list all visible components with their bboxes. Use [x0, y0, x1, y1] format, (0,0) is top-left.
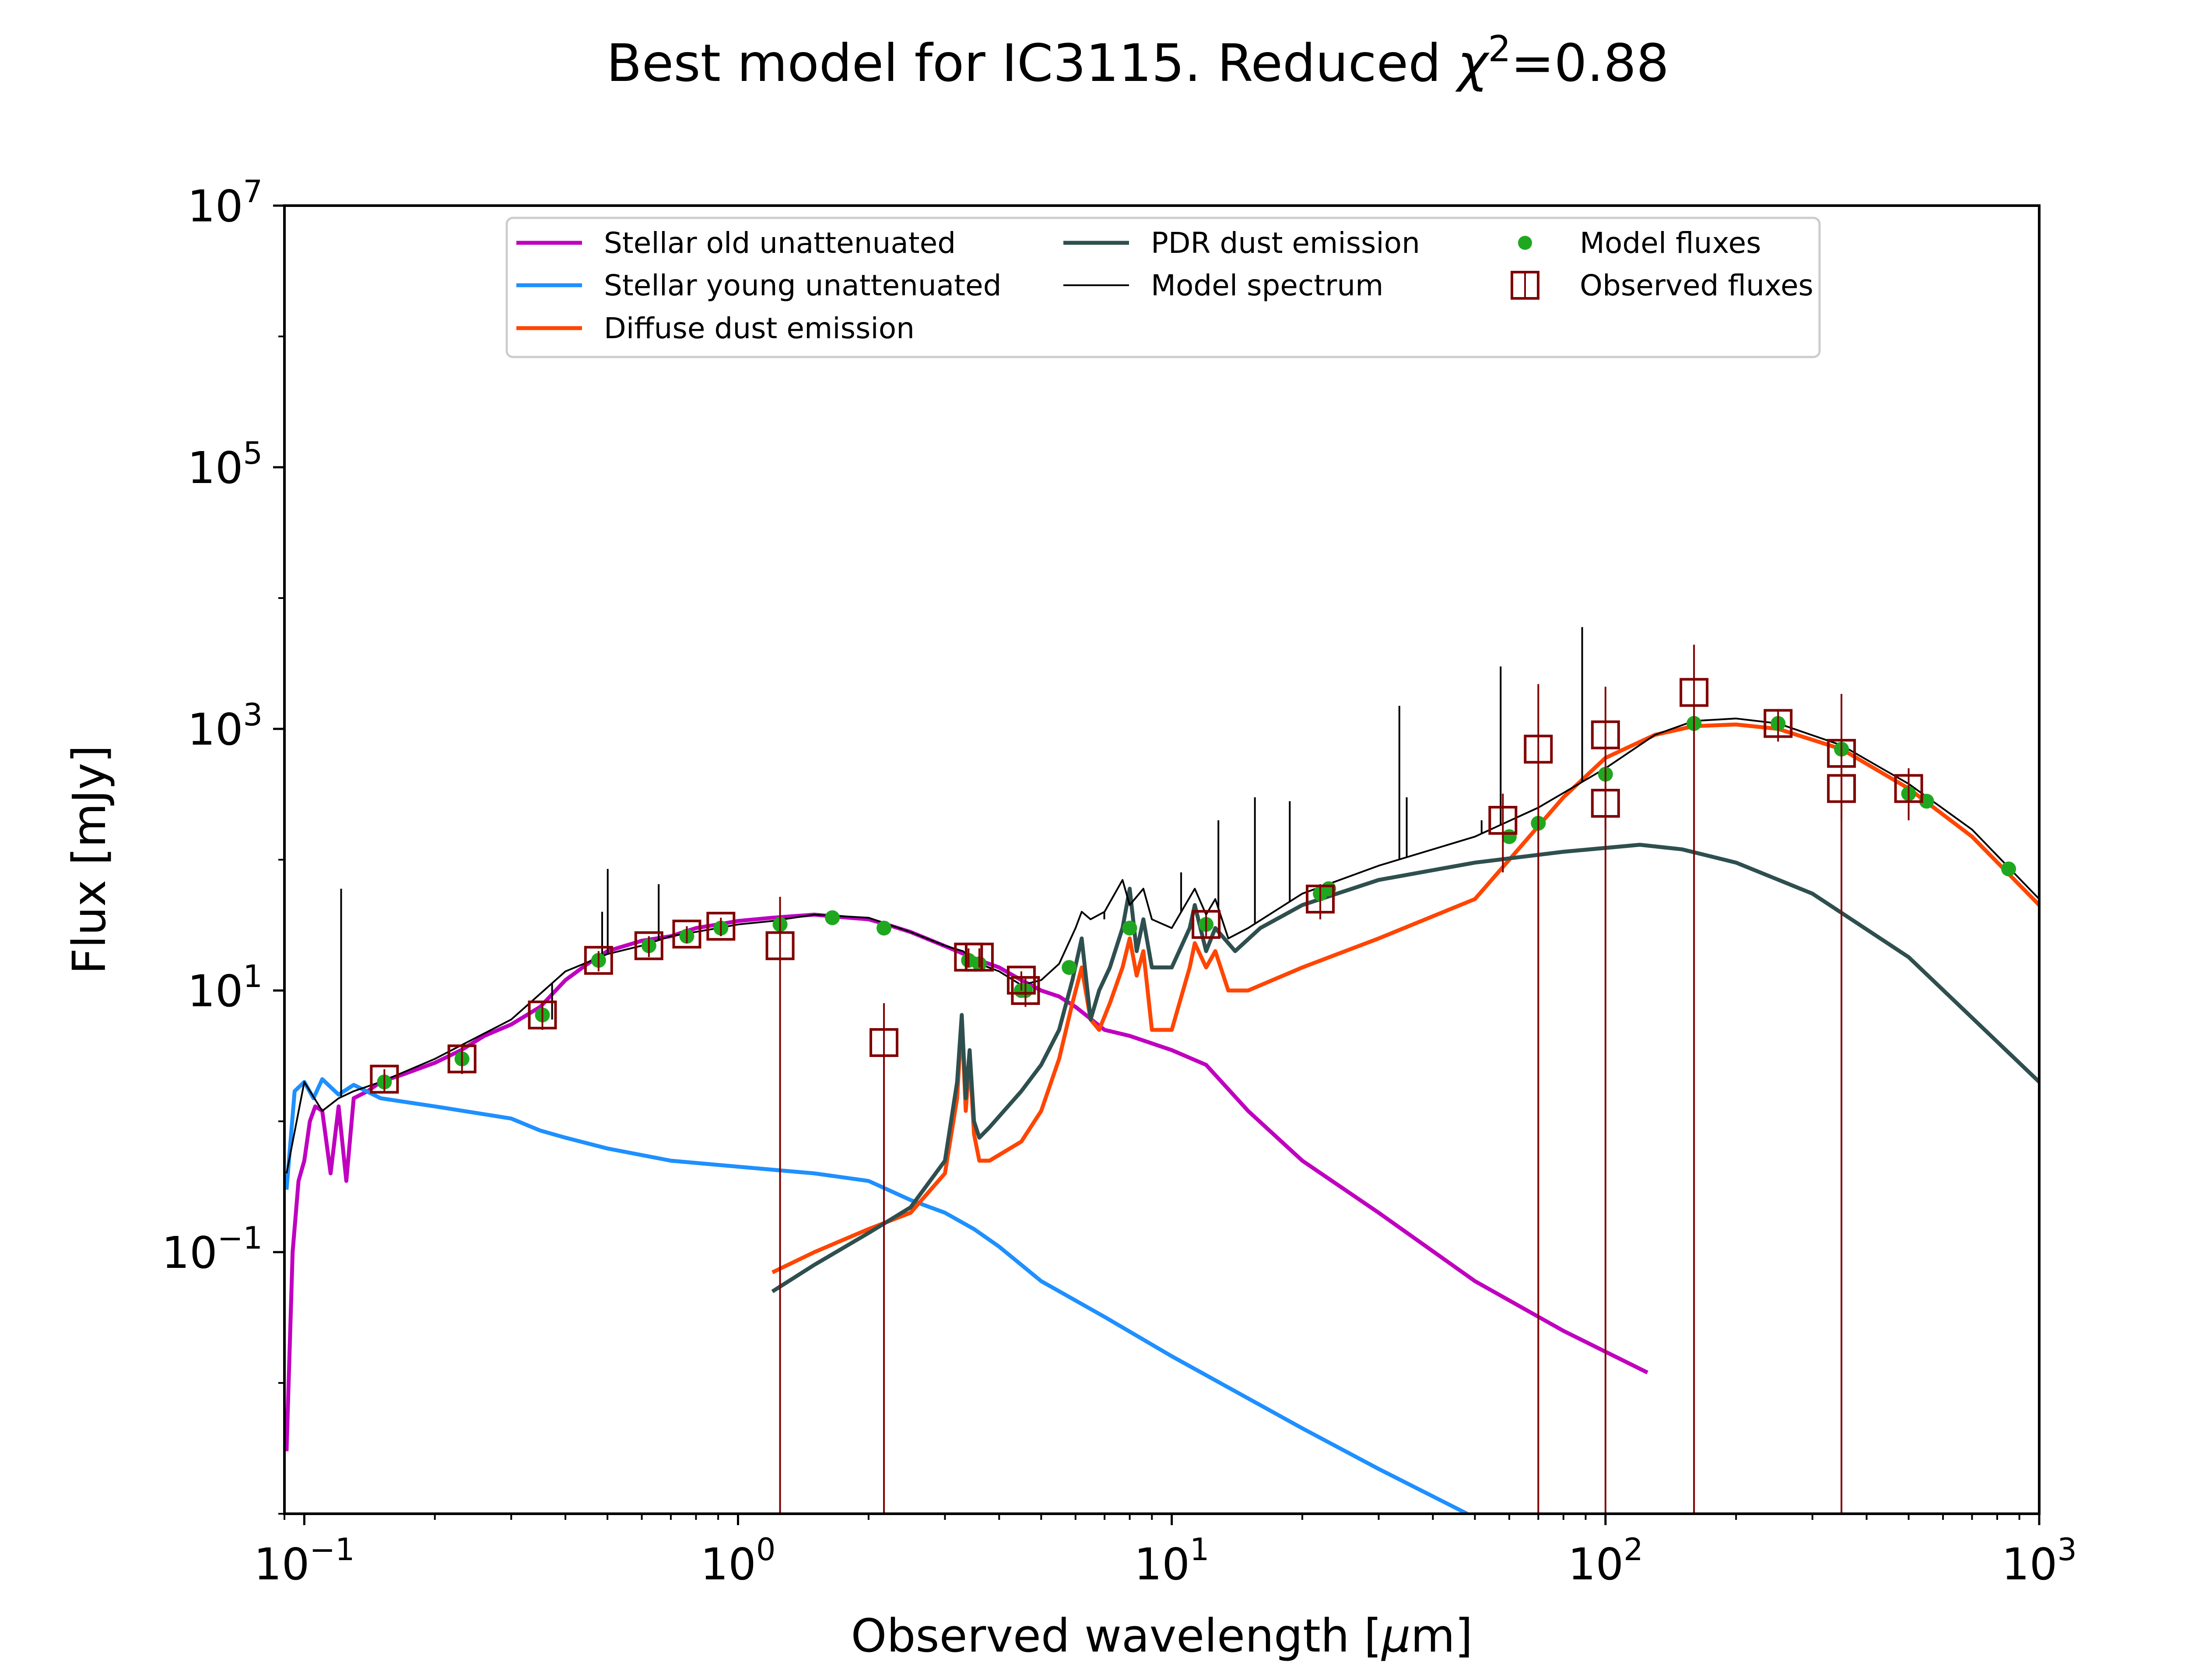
- x-axis-label: Observed wavelength [μm]: [851, 1609, 1473, 1662]
- x-tick-label: 100: [701, 1532, 776, 1590]
- observed-flux-point: [1524, 735, 1553, 764]
- observed-fluxes-markers: [370, 644, 1923, 1514]
- observed-flux-point: [870, 1028, 899, 1057]
- model-flux-point: [1501, 829, 1517, 844]
- model-flux-point: [1122, 920, 1137, 936]
- legend-box: [505, 217, 1821, 358]
- observed-flux-point: [447, 1044, 477, 1074]
- y-tick-label: 103: [187, 697, 263, 755]
- y-tick-label: 10−1: [162, 1220, 263, 1278]
- pdr-dust-emission-line: [771, 843, 2039, 1293]
- model-flux-point: [2001, 861, 2016, 877]
- legend-label: PDR dust emission: [1151, 226, 1420, 260]
- model-flux-point: [877, 920, 892, 936]
- observed-flux-point: [1192, 910, 1221, 939]
- legend-item-observed-fluxes: Observed fluxes: [1511, 269, 1813, 302]
- observed-flux-point: [1011, 976, 1040, 1005]
- observed-flux-point: [1764, 709, 1793, 738]
- x-tick-label: 10−1: [254, 1532, 354, 1590]
- series-layer: [284, 627, 2039, 1514]
- observed-flux-point: [706, 912, 736, 941]
- observed-flux-point: [1488, 805, 1518, 835]
- legend-label: Diffuse dust emission: [604, 312, 915, 345]
- model-flux-point: [825, 910, 840, 925]
- observed-flux-point: [370, 1064, 399, 1094]
- observed-flux-point: [964, 942, 994, 972]
- chart-title: Best model for IC3115. Reduced χ2=0.88: [607, 28, 1669, 93]
- observed-flux-point: [528, 1000, 557, 1029]
- y-axis-label: Flux [mJy]: [63, 745, 116, 974]
- observed-flux-point: [1591, 720, 1620, 749]
- legend-label: Observed fluxes: [1580, 269, 1813, 302]
- observed-flux-point: [1827, 774, 1856, 803]
- observed-flux-point: [672, 920, 701, 949]
- y-tick-label: 107: [187, 174, 263, 232]
- legend-item-diffuse-dust-emission: Diffuse dust emission: [516, 312, 915, 345]
- legend-label: Model fluxes: [1580, 226, 1761, 260]
- observed-flux-point: [1006, 966, 1036, 995]
- stellar-young-unattenuated-line: [284, 1077, 1468, 1514]
- axes-layer: 10−1 100 101 102 103 10−1 101 103 105 107: [162, 174, 2077, 1590]
- legend-item-stellar-young-unattenuated: Stellar young unattenuated: [516, 269, 1002, 302]
- observed-flux-point: [765, 931, 795, 960]
- legend-item-stellar-old-unattenuated: Stellar old unattenuated: [516, 226, 956, 260]
- legend: Stellar old unattenuated Stellar young un…: [505, 217, 1821, 358]
- x-tick-label: 103: [2002, 1532, 2077, 1590]
- observed-flux-point: [634, 931, 663, 960]
- legend-label: Model spectrum: [1151, 269, 1383, 302]
- legend-swatch: [1518, 236, 1532, 250]
- observed-flux-point: [1680, 678, 1709, 707]
- legend-label: Stellar old unattenuated: [604, 226, 956, 260]
- legend-item-model-spectrum: Model spectrum: [1063, 269, 1383, 302]
- x-tick-label: 101: [1134, 1532, 1210, 1590]
- observed-flux-point: [584, 946, 613, 975]
- observed-flux-point: [1591, 789, 1620, 818]
- emission-lines: [340, 627, 1583, 1097]
- model-flux-point: [1062, 960, 1077, 975]
- legend-label: Stellar young unattenuated: [604, 269, 1002, 302]
- observed-flux-point: [1827, 738, 1856, 768]
- observed-flux-point: [1894, 774, 1923, 803]
- legend-item-pdr-dust-emission: PDR dust emission: [1063, 226, 1420, 260]
- legend-item-model-fluxes: Model fluxes: [1518, 226, 1761, 260]
- x-tick-label: 102: [1568, 1532, 1643, 1590]
- y-tick-label: 105: [187, 435, 263, 494]
- y-tick-label: 101: [187, 959, 263, 1017]
- observed-flux-point: [1306, 885, 1335, 914]
